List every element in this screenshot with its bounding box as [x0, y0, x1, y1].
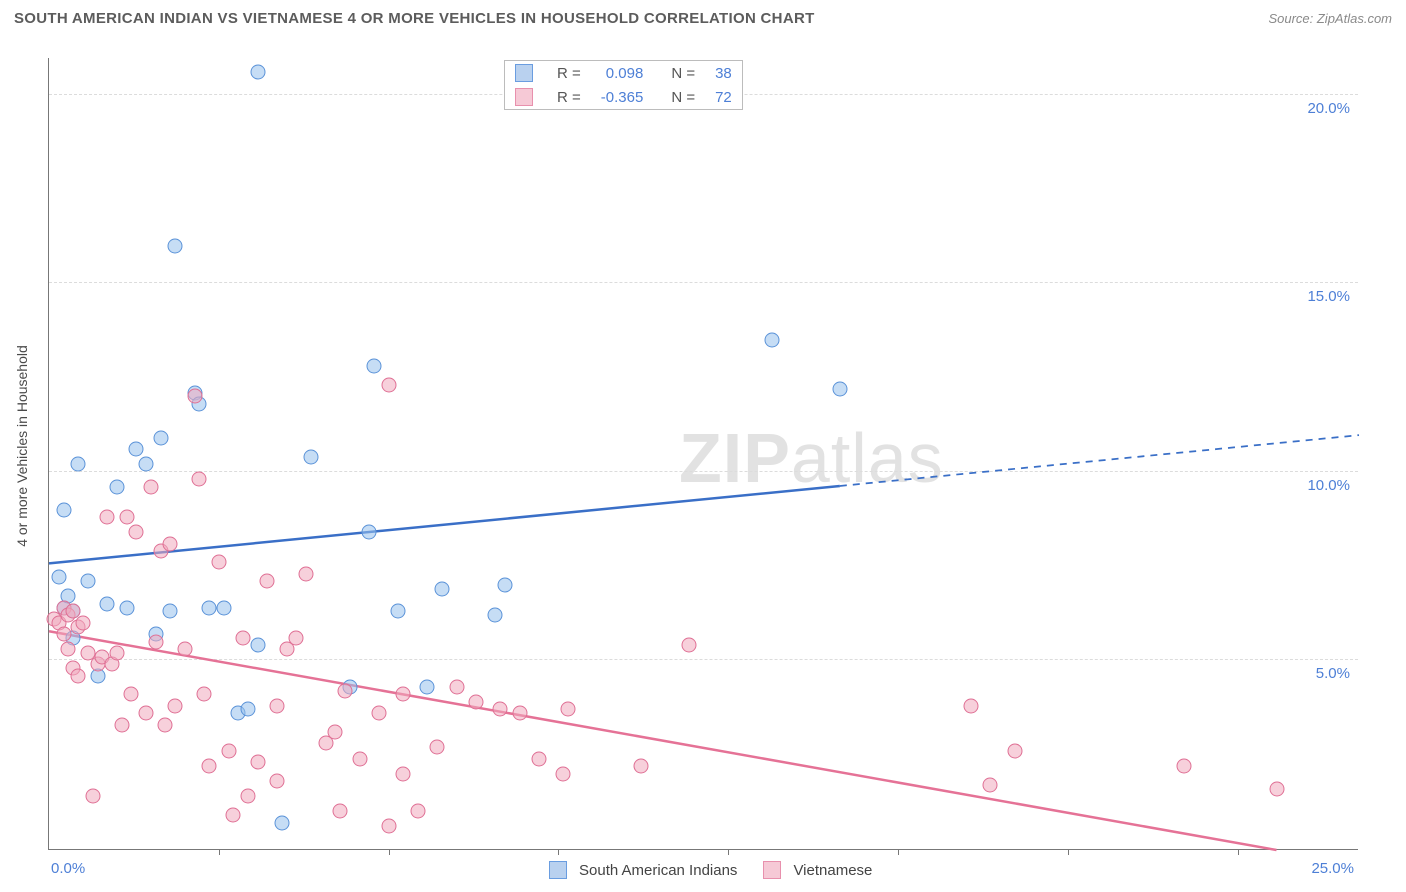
data-point [270, 774, 285, 789]
data-point [532, 751, 547, 766]
data-point [682, 638, 697, 653]
legend-item: Vietnamese [763, 861, 872, 879]
data-point [396, 687, 411, 702]
data-point [75, 615, 90, 630]
data-point [71, 668, 86, 683]
data-point [100, 596, 115, 611]
data-point [197, 687, 212, 702]
data-point [561, 702, 576, 717]
data-point [240, 702, 255, 717]
data-point [289, 630, 304, 645]
data-point [274, 815, 289, 830]
data-point [983, 777, 998, 792]
data-point [221, 743, 236, 758]
title-bar: SOUTH AMERICAN INDIAN VS VIETNAMESE 4 OR… [0, 0, 1406, 36]
data-point [512, 706, 527, 721]
data-point [1269, 781, 1284, 796]
data-point [488, 608, 503, 623]
data-point [468, 694, 483, 709]
data-point [381, 819, 396, 834]
data-point [1177, 759, 1192, 774]
data-point [449, 679, 464, 694]
data-point [556, 766, 571, 781]
data-point [250, 755, 265, 770]
data-point [260, 574, 275, 589]
data-point [119, 510, 134, 525]
data-point [493, 702, 508, 717]
series-legend: South American Indians Vietnamese [549, 861, 872, 879]
data-point [56, 502, 71, 517]
data-point [71, 457, 86, 472]
data-point [270, 698, 285, 713]
data-point [226, 808, 241, 823]
data-point [187, 389, 202, 404]
x-label-right: 25.0% [1311, 860, 1354, 877]
data-point [367, 359, 382, 374]
data-point [337, 683, 352, 698]
data-point [163, 604, 178, 619]
data-point [328, 725, 343, 740]
data-point [168, 238, 183, 253]
data-point [240, 789, 255, 804]
data-point [381, 378, 396, 393]
data-point [163, 536, 178, 551]
data-point [299, 566, 314, 581]
data-point [139, 706, 154, 721]
data-point [61, 642, 76, 657]
plot-area: ZIPatlas 5.0%10.0%15.0%20.0%0.0%25.0%R =… [48, 58, 1358, 850]
data-point [129, 442, 144, 457]
data-point [192, 472, 207, 487]
data-point [124, 687, 139, 702]
data-point [304, 449, 319, 464]
data-point [109, 645, 124, 660]
data-point [250, 638, 265, 653]
data-point [85, 789, 100, 804]
data-point [333, 804, 348, 819]
data-point [832, 381, 847, 396]
data-point [80, 574, 95, 589]
data-point [177, 642, 192, 657]
data-point [764, 332, 779, 347]
data-point [129, 525, 144, 540]
data-point [371, 706, 386, 721]
data-point [168, 698, 183, 713]
data-point [362, 525, 377, 540]
data-point [119, 600, 134, 615]
data-point [148, 634, 163, 649]
data-point [250, 65, 265, 80]
data-point [51, 570, 66, 585]
data-point [633, 759, 648, 774]
data-point [963, 698, 978, 713]
data-point [1007, 743, 1022, 758]
data-point [498, 578, 513, 593]
x-label-left: 0.0% [51, 860, 85, 877]
data-point [114, 717, 129, 732]
legend-item: South American Indians [549, 861, 737, 879]
source-text: Source: ZipAtlas.com [1268, 11, 1392, 26]
chart-title: SOUTH AMERICAN INDIAN VS VIETNAMESE 4 OR… [14, 10, 815, 27]
data-point [352, 751, 367, 766]
data-point [158, 717, 173, 732]
data-point [56, 627, 71, 642]
data-point [202, 600, 217, 615]
data-point [430, 740, 445, 755]
data-point [420, 679, 435, 694]
data-point [216, 600, 231, 615]
data-point [391, 604, 406, 619]
data-point [109, 479, 124, 494]
data-point [435, 581, 450, 596]
data-point [100, 510, 115, 525]
data-point [139, 457, 154, 472]
data-point [143, 479, 158, 494]
data-point [236, 630, 251, 645]
data-point [202, 759, 217, 774]
data-point [396, 766, 411, 781]
data-point [211, 555, 226, 570]
y-axis-label: 4 or more Vehicles in Household [14, 345, 30, 547]
data-point [410, 804, 425, 819]
trendlines [49, 58, 1359, 850]
data-point [153, 430, 168, 445]
